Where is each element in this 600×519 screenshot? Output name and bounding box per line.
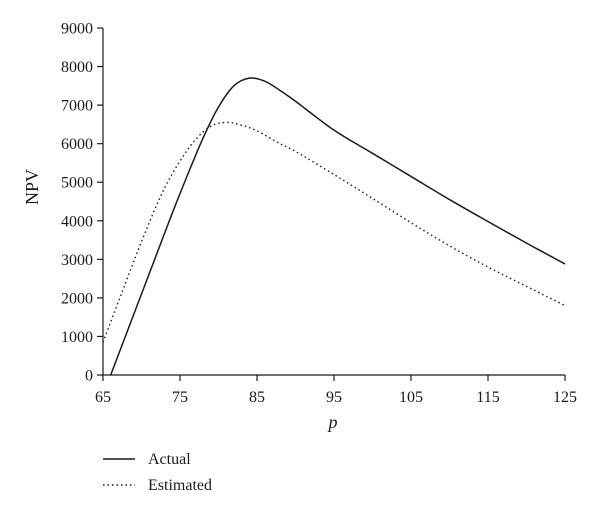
- x-axis-title: p: [327, 412, 338, 432]
- y-tick-label: 6000: [61, 136, 93, 153]
- legend-label-actual: Actual: [148, 451, 191, 468]
- series-line-estimated: [102, 121, 566, 343]
- axes: [102, 28, 565, 376]
- x-tick-label: 65: [95, 389, 111, 406]
- series-layer: [102, 77, 566, 376]
- x-tick-label: 95: [326, 389, 342, 406]
- x-ticks: 65 75 85 95 105 115 125: [95, 375, 577, 406]
- x-tick-label: 125: [553, 389, 577, 406]
- x-tick-label: 75: [172, 389, 188, 406]
- legend-label-estimated: Estimated: [148, 477, 212, 494]
- y-tick-label: 3000: [61, 252, 93, 269]
- y-axis-title: NPV: [22, 169, 42, 205]
- y-tick-label: 1000: [61, 329, 93, 346]
- y-tick-label: 7000: [61, 98, 93, 115]
- y-ticks: 0 1000 2000 3000 4000 5000 6000 7000 8000 9000: [61, 21, 103, 385]
- y-tick-label: 9000: [61, 21, 93, 38]
- x-tick-label: 105: [399, 389, 423, 406]
- series-line-actual: [109, 77, 566, 376]
- y-tick-label: 8000: [61, 59, 93, 76]
- y-tick-label: 0: [85, 368, 93, 385]
- y-tick-label: 2000: [61, 290, 93, 307]
- x-tick-label: 115: [476, 389, 499, 406]
- y-tick-label: 4000: [61, 213, 93, 230]
- legend: Actual Estimated: [103, 451, 212, 494]
- y-tick-label: 5000: [61, 175, 93, 192]
- x-tick-label: 85: [249, 389, 265, 406]
